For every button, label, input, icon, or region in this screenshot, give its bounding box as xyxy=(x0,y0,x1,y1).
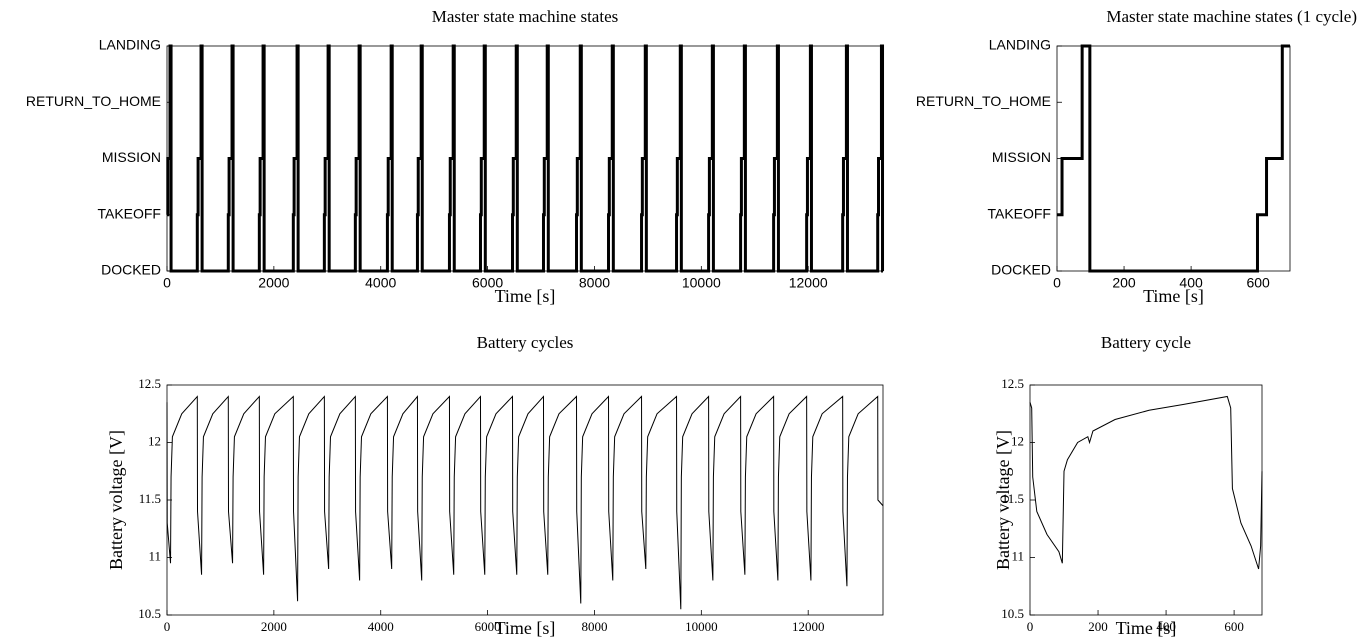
x-tick-label: 6000 xyxy=(472,275,503,291)
data-line xyxy=(1057,44,1290,273)
x-tick-label: 0 xyxy=(1027,619,1034,634)
y-tick-label: DOCKED xyxy=(991,262,1051,278)
y-tick-label: 11 xyxy=(148,548,161,563)
x-tick-label: 400 xyxy=(1179,275,1203,291)
y-tick-label: 12 xyxy=(1011,433,1024,448)
data-line xyxy=(1029,395,1263,570)
y-tick-label: LANDING xyxy=(99,37,161,53)
x-tick-label: 8000 xyxy=(579,275,610,291)
y-tick-label: MISSION xyxy=(102,149,161,165)
x-tick-label: 8000 xyxy=(581,619,607,634)
y-axis-label: Battery voltage [V] xyxy=(993,430,1013,570)
x-axis-label: Time [s] xyxy=(1143,286,1204,306)
x-axis-label: Time [s] xyxy=(495,618,556,638)
x-tick-label: 2000 xyxy=(258,275,289,291)
data-line xyxy=(166,395,884,610)
y-tick-label: TAKEOFF xyxy=(987,205,1051,221)
chart-title: Battery cycles xyxy=(477,333,574,352)
x-tick-label: 10000 xyxy=(682,275,721,291)
x-tick-label: 0 xyxy=(1053,275,1061,291)
y-tick-label: 11.5 xyxy=(139,491,161,506)
y-axis-label: Battery voltage [V] xyxy=(106,430,126,570)
x-tick-label: 4000 xyxy=(368,619,394,634)
x-tick-label: 12000 xyxy=(789,275,828,291)
y-tick-label: RETURN_TO_HOME xyxy=(26,93,161,109)
x-tick-label: 200 xyxy=(1112,275,1136,291)
x-axis-label: Time [s] xyxy=(495,286,556,306)
y-tick-label: MISSION xyxy=(992,149,1051,165)
x-tick-label: 600 xyxy=(1224,619,1244,634)
x-tick-label: 600 xyxy=(1246,275,1270,291)
x-axis-label: Time [s] xyxy=(1116,618,1177,638)
y-tick-label: 11.5 xyxy=(1002,491,1024,506)
chart-title: Master state machine states xyxy=(432,7,618,26)
x-tick-label: 4000 xyxy=(365,275,396,291)
y-tick-label: 12 xyxy=(148,433,161,448)
x-tick-label: 200 xyxy=(1088,619,1108,634)
x-tick-label: 0 xyxy=(164,619,171,634)
axes-box xyxy=(1056,45,1291,272)
x-tick-label: 2000 xyxy=(261,619,287,634)
x-tick-label: 0 xyxy=(163,275,171,291)
y-tick-label: 12.5 xyxy=(1001,376,1024,391)
x-tick-label: 400 xyxy=(1156,619,1176,634)
y-tick-label: DOCKED xyxy=(101,262,161,278)
chart-title: Master state machine states (1 cycle) xyxy=(1106,7,1357,26)
y-tick-label: 10.5 xyxy=(1001,606,1024,621)
data-line xyxy=(166,44,885,273)
y-tick-label: LANDING xyxy=(989,37,1051,53)
y-tick-label: 11 xyxy=(1011,548,1024,563)
axes-box xyxy=(166,384,884,616)
y-tick-label: TAKEOFF xyxy=(97,205,161,221)
chart-title: Battery cycle xyxy=(1101,333,1191,352)
axes-box xyxy=(1029,384,1263,616)
x-tick-label: 12000 xyxy=(792,619,825,634)
y-tick-label: 10.5 xyxy=(138,606,161,621)
x-tick-label: 10000 xyxy=(685,619,718,634)
y-tick-label: RETURN_TO_HOME xyxy=(916,93,1051,109)
y-tick-label: 12.5 xyxy=(138,376,161,391)
x-tick-label: 6000 xyxy=(475,619,501,634)
